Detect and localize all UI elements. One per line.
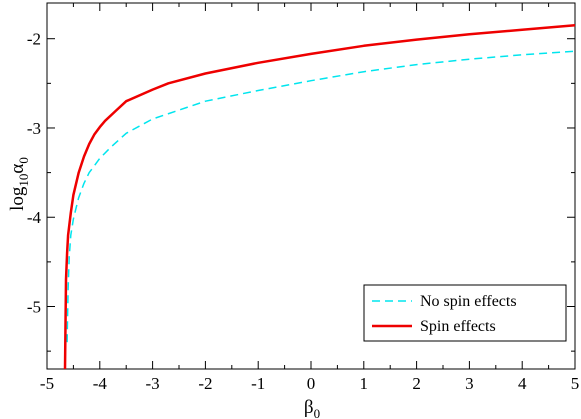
- y-axis-title-sub2: 0: [16, 157, 31, 164]
- x-tick-label: 3: [465, 374, 474, 393]
- y-tick-label: -4: [27, 208, 42, 227]
- x-axis-title-base: β: [304, 397, 314, 418]
- series-line-no-spin: [66, 50, 576, 343]
- x-tick-label: -4: [93, 374, 108, 393]
- y-axis-title-mid: α: [7, 164, 28, 174]
- x-tick-label: 5: [571, 374, 580, 393]
- x-tick-label: -2: [198, 374, 212, 393]
- x-tick-label: -5: [40, 374, 54, 393]
- y-axis-title-base: log: [7, 186, 28, 211]
- legend-label-no-spin: No spin effects: [420, 293, 517, 310]
- y-tick-label: -5: [27, 298, 41, 317]
- x-tick-label: 0: [307, 374, 316, 393]
- y-axis-title-sub1: 10: [16, 174, 31, 187]
- tick-label-group: -5 -4 -3 -2 -1 0 1 2 3 4 5 -5 -4 -3 -2: [27, 30, 579, 393]
- series-group: [63, 24, 576, 370]
- x-tick-label: 4: [518, 374, 527, 393]
- x-tick-label: 2: [412, 374, 421, 393]
- y-axis-title: log10α0: [7, 157, 31, 211]
- x-tick-label: -3: [146, 374, 160, 393]
- legend-label-spin: Spin effects: [420, 318, 496, 335]
- legend: No spin effects Spin effects: [363, 284, 567, 342]
- y-tick-label: -2: [27, 30, 41, 49]
- legend-box: [363, 284, 567, 342]
- x-axis-title: β0: [304, 397, 320, 419]
- x-axis-title-sub: 0: [314, 406, 321, 419]
- x-tick-label: 1: [360, 374, 369, 393]
- tick-group: [46, 3, 576, 369]
- series-line-spin: [63, 24, 576, 370]
- y-tick-label: -3: [27, 119, 41, 138]
- x-tick-label: -1: [251, 374, 265, 393]
